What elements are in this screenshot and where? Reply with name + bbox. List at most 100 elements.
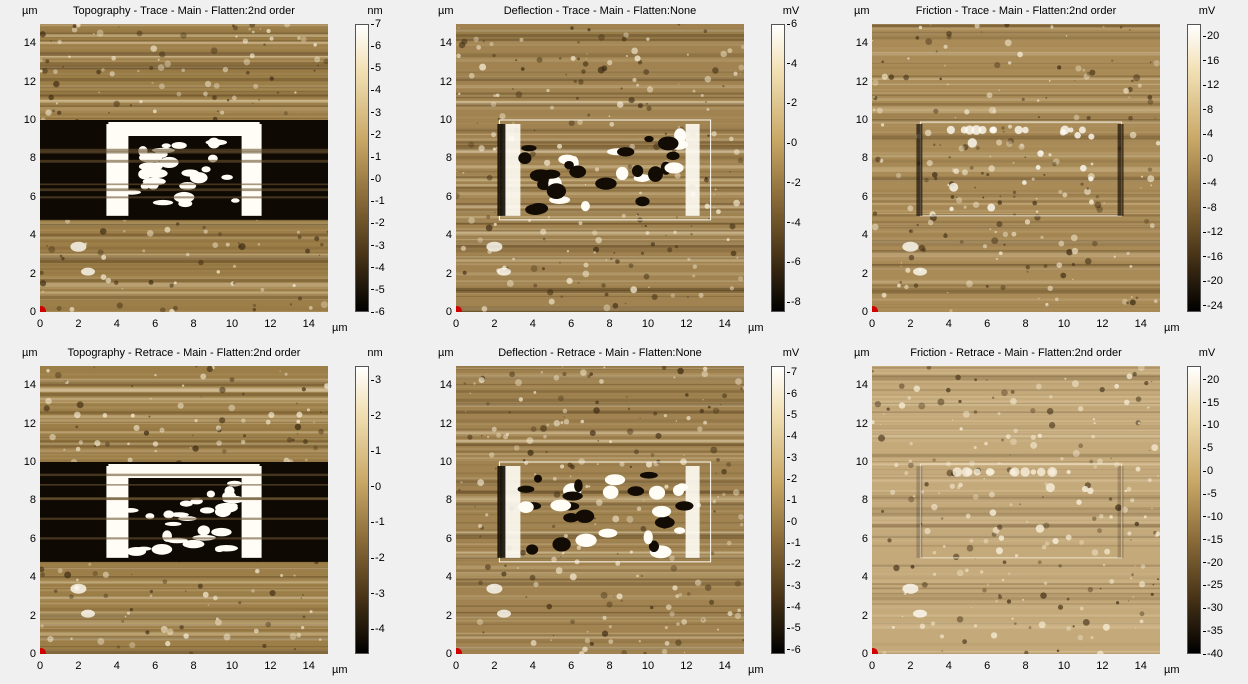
scan-image[interactable]	[456, 366, 744, 654]
y-tick-label: 12	[23, 417, 36, 430]
x-tick-label: 6	[568, 318, 575, 330]
y-tick-label: 8	[861, 152, 868, 165]
y-tick-label: 2	[29, 609, 36, 622]
afm-panel[interactable]: µm Deflection - Trace - Main - Flatten:No…	[416, 0, 832, 342]
scan-image[interactable]	[40, 24, 328, 312]
colorbar-tick-label: 2	[787, 473, 797, 485]
x-tick-label: 2	[491, 660, 498, 672]
y-tick-label: 6	[861, 190, 868, 203]
colorbar-tick-label: 15	[1203, 397, 1219, 409]
x-tick-label: 0	[868, 660, 876, 672]
x-tick-label: 0	[36, 660, 44, 672]
y-tick-label: 12	[855, 417, 868, 430]
y-axis: 14 12 10 8 6 4 2 0	[416, 24, 456, 318]
afm-panel[interactable]: µm Friction - Trace - Main - Flatten:2nd …	[832, 0, 1248, 342]
colorbar[interactable]	[771, 366, 785, 654]
y-tick-label: 0	[861, 648, 868, 660]
colorbar-tick-label: -6	[787, 644, 801, 656]
x-axis: 0 2 4 6 8 10 12 14 µm	[868, 312, 1180, 336]
colorbar-tick-label: 4	[787, 58, 797, 70]
x-tick-label: 0	[868, 318, 876, 330]
panel-title: Friction - Retrace - Main - Flatten:2nd …	[910, 347, 1122, 359]
scan-image[interactable]	[872, 24, 1160, 312]
x-tick-label: 14	[1134, 318, 1147, 330]
colorbar[interactable]	[1187, 366, 1201, 654]
scan-image[interactable]	[40, 366, 328, 654]
colorbar-tick-label: -2	[787, 558, 801, 570]
colorbar-tick-label: -40	[1203, 648, 1223, 660]
colorbar-tick-label: -2	[371, 552, 385, 564]
y-tick-label: 8	[29, 494, 36, 507]
x-tick-label: 8	[1022, 318, 1029, 330]
colorbar-tick-label: 8	[1203, 104, 1213, 116]
y-axis: 14 12 10 8 6 4 2 0	[416, 366, 456, 660]
x-tick-label: 0	[452, 660, 460, 672]
x-tick-label: 2	[491, 318, 498, 330]
y-tick-label: 6	[861, 532, 868, 545]
y-tick-label: 14	[855, 379, 868, 392]
colorbar-tick-label: 3	[787, 452, 797, 464]
colorbar-scale: 20 16 12 8 4 0 -4 -8 -12 -16 -20 -24	[1203, 24, 1243, 312]
colorbar[interactable]	[771, 24, 785, 312]
colorbar-tick-label: 1	[787, 494, 797, 506]
x-tick-label: 14	[1134, 660, 1147, 672]
y-axis-unit: µm	[854, 5, 870, 17]
x-tick-label: 6	[984, 660, 991, 672]
scan-image[interactable]	[456, 24, 744, 312]
x-tick-label: 14	[718, 660, 731, 672]
afm-panel[interactable]: µm Deflection - Retrace - Main - Flatten:…	[416, 342, 832, 684]
y-tick-label: 2	[445, 267, 452, 280]
y-axis: 14 12 10 8 6 4 2 0	[832, 366, 872, 660]
scan-image[interactable]	[872, 366, 1160, 654]
colorbar-tick-label: 6	[371, 40, 381, 52]
afm-panel[interactable]: µm Topography - Retrace - Main - Flatten:…	[0, 342, 416, 684]
afm-panel[interactable]: µm Friction - Retrace - Main - Flatten:2n…	[832, 342, 1248, 684]
colorbar-tick-label: 2	[371, 410, 381, 422]
x-tick-label: 6	[984, 318, 991, 330]
y-tick-label: 4	[29, 229, 36, 242]
colorbar-tick-label: -10	[1203, 511, 1223, 523]
x-tick-label: 4	[113, 318, 120, 330]
colorbar-tick-label: -3	[787, 580, 801, 592]
x-tick-label: 10	[641, 318, 655, 330]
x-tick-label: 6	[152, 660, 159, 672]
x-tick-label: 14	[302, 660, 315, 672]
y-axis-unit: µm	[22, 347, 38, 359]
y-tick-label: 6	[445, 532, 452, 545]
x-tick-label: 2	[75, 660, 82, 672]
colorbar[interactable]	[355, 24, 369, 312]
colorbar-tick-label: 0	[371, 481, 381, 493]
colorbar-tick-label: 6	[787, 18, 797, 30]
colorbar-tick-label: -24	[1203, 300, 1223, 312]
y-tick-label: 0	[445, 306, 452, 318]
x-tick-label: 2	[907, 660, 914, 672]
x-axis-unit: µm	[332, 322, 348, 334]
colorbar[interactable]	[355, 366, 369, 654]
y-tick-label: 14	[439, 37, 452, 50]
colorbar-tick-label: 12	[1203, 79, 1219, 91]
colorbar-tick-label: 5	[787, 409, 797, 421]
x-tick-label: 12	[1096, 660, 1109, 672]
afm-panel[interactable]: µm Topography - Trace - Main - Flatten:2n…	[0, 0, 416, 342]
colorbar[interactable]	[1187, 24, 1201, 312]
x-axis: 0 2 4 6 8 10 12 14 µm	[37, 312, 348, 336]
x-axis-unit: µm	[332, 664, 348, 676]
x-tick-label: 2	[907, 318, 914, 330]
y-axis-unit: µm	[438, 347, 454, 359]
colorbar-tick-label: -16	[1203, 251, 1223, 263]
colorbar-tick-label: -30	[1203, 602, 1223, 614]
colorbar-tick-label: -4	[787, 601, 801, 613]
x-axis: 0 2 4 6 8 10 12 14 µm	[868, 654, 1180, 678]
colorbar-tick-label: 0	[371, 173, 381, 185]
colorbar-tick-label: 3	[371, 374, 381, 386]
colorbar-tick-label: 4	[787, 430, 797, 442]
origin-marker-icon	[872, 306, 878, 312]
y-tick-label: 4	[861, 571, 868, 584]
y-tick-label: 12	[439, 417, 452, 430]
x-axis: 0 2 4 6 8 10 12 14 µm	[452, 654, 764, 678]
x-tick-label: 10	[225, 660, 239, 672]
x-tick-label: 6	[152, 318, 159, 330]
colorbar-tick-label: -3	[371, 588, 385, 600]
colorbar-tick-label: -20	[1203, 275, 1223, 287]
y-axis: 14 12 10 8 6 4 2 0	[832, 24, 872, 318]
